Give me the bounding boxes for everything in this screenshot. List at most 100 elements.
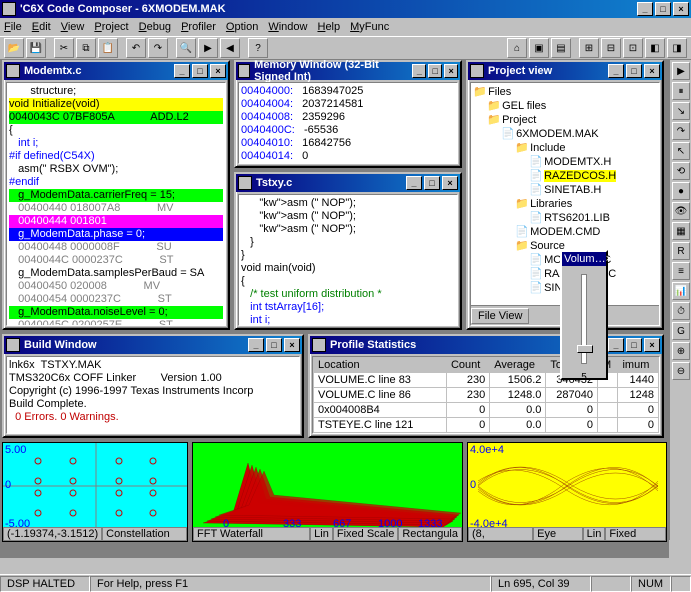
tree-node[interactable]: 📄 MODEM.CMD [473, 225, 657, 239]
menu-edit[interactable]: Edit [32, 21, 51, 33]
side-graph[interactable]: 📊 [672, 282, 690, 300]
tool-g[interactable]: ◧ [645, 38, 665, 58]
build-output[interactable]: lnk6x TSTXY.MAKTMS320C6x COFF Linker Ver… [6, 356, 300, 434]
project-title: Project view [488, 65, 552, 77]
close-button[interactable]: × [673, 2, 689, 16]
side-x1[interactable]: ⊕ [672, 342, 690, 360]
tool-paste[interactable]: 📋 [98, 38, 118, 58]
side-gel[interactable]: G [672, 322, 690, 340]
tree-node[interactable]: 📁 Files [473, 85, 657, 99]
window-memory[interactable]: Memory Window (32-Bit Signed Int)_□× 004… [234, 60, 462, 168]
window-build[interactable]: Build Window_□× lnk6x TSTXY.MAKTMS320C6x… [2, 334, 304, 438]
tool-undo[interactable]: ↶ [126, 38, 146, 58]
tool-e[interactable]: ⊟ [601, 38, 621, 58]
tree-node[interactable]: 📁 GEL files [473, 99, 657, 113]
tool-next[interactable]: ▶ [198, 38, 218, 58]
tstxy-title: Tstxy.c [256, 177, 292, 189]
eye-coords: (8, 16358.8,) [468, 527, 533, 541]
menu-view[interactable]: View [61, 21, 85, 33]
side-step[interactable]: ↘ [672, 102, 690, 120]
menu-file[interactable]: File [4, 21, 22, 33]
constellation-coords: (-1.19374,-3.1512) [3, 527, 102, 541]
constellation-title: Constellation [102, 527, 187, 541]
close-btn[interactable]: × [210, 64, 226, 78]
system-menu-icon[interactable] [2, 2, 16, 16]
graph-waterfall[interactable]: 0 333 667 1000 1333 FFT Waterfall Lin Fi… [192, 442, 463, 542]
menu-debug[interactable]: Debug [139, 21, 171, 33]
tool-find[interactable]: 🔍 [176, 38, 196, 58]
maximize-button[interactable]: □ [655, 2, 671, 16]
menubar: File Edit View Project Debug Profiler Option Wi… [0, 18, 691, 36]
tool-b[interactable]: ▣ [529, 38, 549, 58]
side-x2[interactable]: ⊖ [672, 362, 690, 380]
menu-myfunc[interactable]: MyFunc [350, 21, 389, 33]
tab-fileview[interactable]: File View [471, 308, 529, 324]
volume-popup[interactable]: Volum…× 5 [560, 250, 608, 380]
svg-text:0: 0 [5, 479, 11, 491]
tree-node[interactable]: 📄 RTS6201.LIB [473, 211, 657, 225]
modemtx-code[interactable]: structure;void Initialize(void)0040043C … [6, 82, 226, 326]
tool-help[interactable]: ? [248, 38, 268, 58]
tree-node[interactable]: 📄 MODEMTX.H [473, 155, 657, 169]
tstxy-code[interactable]: "kw">asm (" NOP"); "kw">asm (" NOP"); "k… [238, 194, 458, 326]
tool-f[interactable]: ⊡ [623, 38, 643, 58]
volume-close[interactable]: × [606, 253, 612, 265]
menu-profiler[interactable]: Profiler [181, 21, 216, 33]
build-title: Build Window [24, 339, 97, 351]
min-btn[interactable]: _ [174, 64, 190, 78]
memory-view[interactable]: 00404000: 168394702500404004: 2037214581… [238, 82, 458, 164]
window-modemtx[interactable]: Modemtx.c _□× structure;void Initialize(v… [2, 60, 230, 330]
tree-node[interactable]: 📁 Project [473, 113, 657, 127]
tree-node[interactable]: 📁 Include [473, 141, 657, 155]
menu-window[interactable]: Window [268, 21, 307, 33]
app-title: 'C6X Code Composer - 6XMODEM.MAK [20, 3, 226, 15]
tool-copy[interactable]: ⧉ [76, 38, 96, 58]
tool-open[interactable]: 📂 [4, 38, 24, 58]
tree-node[interactable]: 📁 Libraries [473, 197, 657, 211]
eye-title: Eye Diagram [533, 527, 583, 541]
tool-redo[interactable]: ↷ [148, 38, 168, 58]
window-tstxy[interactable]: Tstxy.c_□× "kw">asm (" NOP"); "kw">asm (… [234, 172, 462, 330]
minimize-button[interactable]: _ [637, 2, 653, 16]
svg-text:5.00: 5.00 [5, 444, 26, 456]
tree-node[interactable]: 📄 SINETAB.H [473, 183, 657, 197]
side-watch[interactable]: 👁 [672, 202, 690, 220]
side-stack[interactable]: ≡ [672, 262, 690, 280]
constellation-plot: 5.00 0 -5.00 [3, 443, 187, 529]
memory-title: Memory Window (32-Bit Signed Int) [254, 59, 410, 83]
window-profile[interactable]: Profile Statistics_□× LocationCountAvera… [308, 334, 664, 438]
side-halt[interactable]: ⏸ [672, 82, 690, 100]
tool-d[interactable]: ⊞ [579, 38, 599, 58]
tree-node[interactable]: 📄 RAZEDCOS.H [473, 169, 657, 183]
mdi-client: Modemtx.c_□× structure;void Initialize(v… [0, 60, 669, 558]
profile-title: Profile Statistics [330, 339, 416, 351]
app-titlebar: 'C6X Code Composer - 6XMODEM.MAK _ □ × [0, 0, 691, 18]
menu-project[interactable]: Project [94, 21, 128, 33]
main-toolbar: 📂 💾 ✂ ⧉ 📋 ↶ ↷ 🔍 ▶ ◀ ? ⌂ ▣ ▤ ⊞ ⊟ ⊡ ◧ ◨ [0, 36, 691, 60]
tool-prev[interactable]: ◀ [220, 38, 240, 58]
side-bp[interactable]: ● [672, 182, 690, 200]
volume-slider[interactable] [581, 274, 587, 364]
graph-constellation[interactable]: 5.00 0 -5.00 (-1.19374,-3.1512) Constell… [2, 442, 188, 542]
tool-c[interactable]: ▤ [551, 38, 571, 58]
tree-node[interactable]: 📄 6XMODEM.MAK [473, 127, 657, 141]
side-profile[interactable]: ⏱ [672, 302, 690, 320]
max-btn[interactable]: □ [192, 64, 208, 78]
tool-save[interactable]: 💾 [26, 38, 46, 58]
tool-h[interactable]: ◨ [667, 38, 687, 58]
side-toolbar: ▶ ⏸ ↘ ↷ ↖ ⟲ ● 👁 ▦ R ≡ 📊 ⏱ G ⊕ ⊖ [669, 60, 691, 540]
side-over[interactable]: ↷ [672, 122, 690, 140]
modemtx-title: Modemtx.c [24, 65, 81, 77]
menu-option[interactable]: Option [226, 21, 258, 33]
tool-cut[interactable]: ✂ [54, 38, 74, 58]
side-mem[interactable]: ▦ [672, 222, 690, 240]
graph-eye[interactable]: 4.0e+4 0 -4.0e+4 (8, 16358.8,) Eye Diagr… [467, 442, 667, 542]
side-reset[interactable]: ⟲ [672, 162, 690, 180]
tool-a[interactable]: ⌂ [507, 38, 527, 58]
status-help: For Help, press F1 [90, 576, 491, 592]
side-run[interactable]: ▶ [672, 62, 690, 80]
side-reg[interactable]: R [672, 242, 690, 260]
volume-thumb[interactable] [577, 345, 593, 353]
side-out[interactable]: ↖ [672, 142, 690, 160]
menu-help[interactable]: Help [317, 21, 340, 33]
